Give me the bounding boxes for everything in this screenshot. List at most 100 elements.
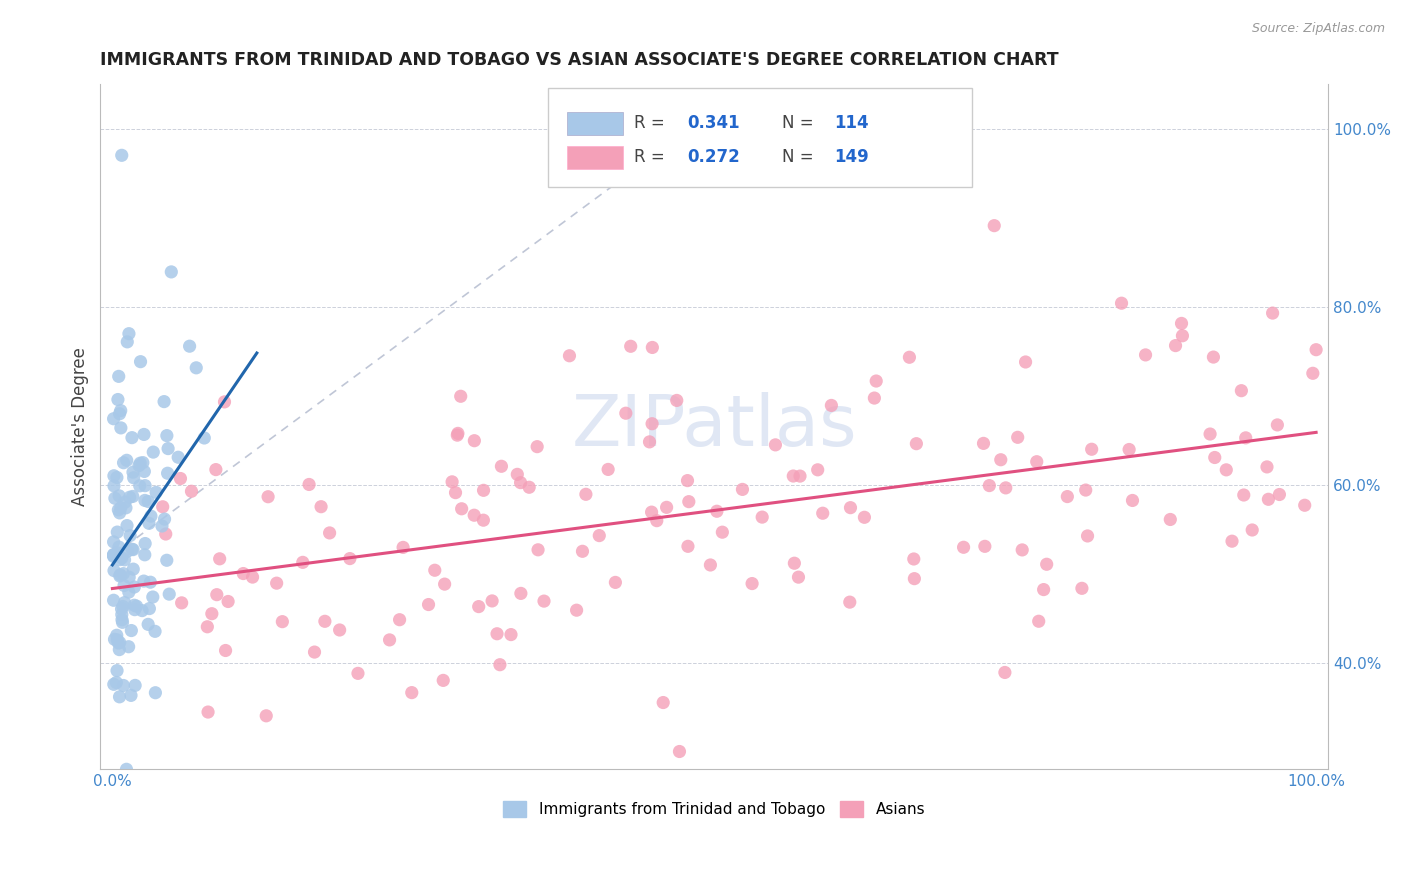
Point (103, 632, 125, 647)
Point (111, 613, 134, 627)
Point (1070, 582, 1092, 596)
Point (107, 503, 129, 517)
Point (110, 403, 132, 417)
Point (121, 490, 143, 504)
Point (1257, 492, 1279, 507)
Point (121, 542, 143, 557)
Point (447, 426, 470, 441)
Point (641, 341, 664, 355)
Point (598, 462, 620, 476)
Point (131, 604, 153, 618)
Text: Source: ZipAtlas.com: Source: ZipAtlas.com (1251, 22, 1385, 36)
Point (401, 685, 423, 699)
Point (129, 456, 152, 470)
Point (232, 566, 254, 581)
Point (499, 627, 522, 641)
Point (1135, 348, 1157, 362)
Point (1233, 488, 1256, 502)
Point (134, 536, 156, 550)
Point (706, 504, 728, 518)
Point (111, 607, 134, 622)
Point (105, 525, 128, 540)
Point (641, 417, 664, 431)
Point (254, 708, 277, 723)
Point (107, 392, 129, 407)
Point (118, 326, 141, 341)
Point (118, 585, 141, 599)
Point (1202, 350, 1225, 364)
Point (201, 607, 224, 621)
Point (108, 540, 131, 554)
Point (898, 351, 921, 365)
Point (418, 598, 440, 612)
Point (1268, 487, 1291, 501)
Point (1025, 455, 1047, 469)
Point (156, 428, 179, 442)
Point (108, 569, 131, 583)
Point (111, 550, 134, 565)
Point (156, 467, 179, 481)
Point (115, 762, 138, 776)
Point (111, 615, 134, 630)
Point (1261, 306, 1284, 320)
Point (129, 354, 152, 368)
Point (699, 558, 721, 572)
Point (142, 590, 165, 604)
Point (444, 485, 467, 500)
Point (1056, 490, 1078, 504)
Point (1111, 296, 1133, 310)
Point (423, 563, 446, 577)
Point (620, 339, 643, 353)
Point (134, 478, 156, 492)
Point (652, 696, 675, 710)
Point (197, 705, 219, 719)
Point (103, 468, 125, 483)
Point (132, 574, 155, 588)
Point (853, 510, 876, 524)
Point (115, 544, 138, 558)
Point (298, 477, 321, 491)
Point (134, 493, 156, 508)
Point (132, 456, 155, 470)
Point (108, 690, 131, 704)
Point (838, 595, 860, 609)
Point (973, 436, 995, 450)
Point (145, 485, 167, 500)
Point (110, 500, 132, 515)
Point (122, 471, 145, 485)
Point (463, 508, 485, 523)
Point (271, 615, 294, 629)
Point (111, 599, 134, 614)
Point (112, 678, 135, 692)
Point (789, 469, 811, 483)
Point (214, 395, 236, 409)
Point (655, 500, 678, 515)
Point (103, 411, 125, 425)
Point (257, 490, 280, 504)
Point (839, 500, 862, 515)
Point (136, 494, 159, 508)
Point (112, 566, 135, 581)
Point (134, 465, 156, 479)
Point (115, 453, 138, 467)
Point (153, 394, 176, 409)
Point (783, 556, 806, 570)
Point (160, 265, 183, 279)
Point (105, 664, 128, 678)
Point (217, 594, 239, 608)
Point (105, 632, 128, 647)
Point (787, 570, 810, 584)
Point (128, 479, 150, 493)
Point (1159, 512, 1181, 526)
Point (558, 349, 581, 363)
Point (142, 445, 165, 459)
Point (441, 475, 464, 489)
Point (509, 475, 531, 490)
Point (329, 623, 352, 637)
Text: N =: N = (782, 148, 814, 167)
Point (114, 495, 136, 509)
Point (157, 442, 180, 456)
Text: N =: N = (782, 114, 814, 132)
Point (145, 686, 167, 700)
Point (205, 462, 228, 476)
